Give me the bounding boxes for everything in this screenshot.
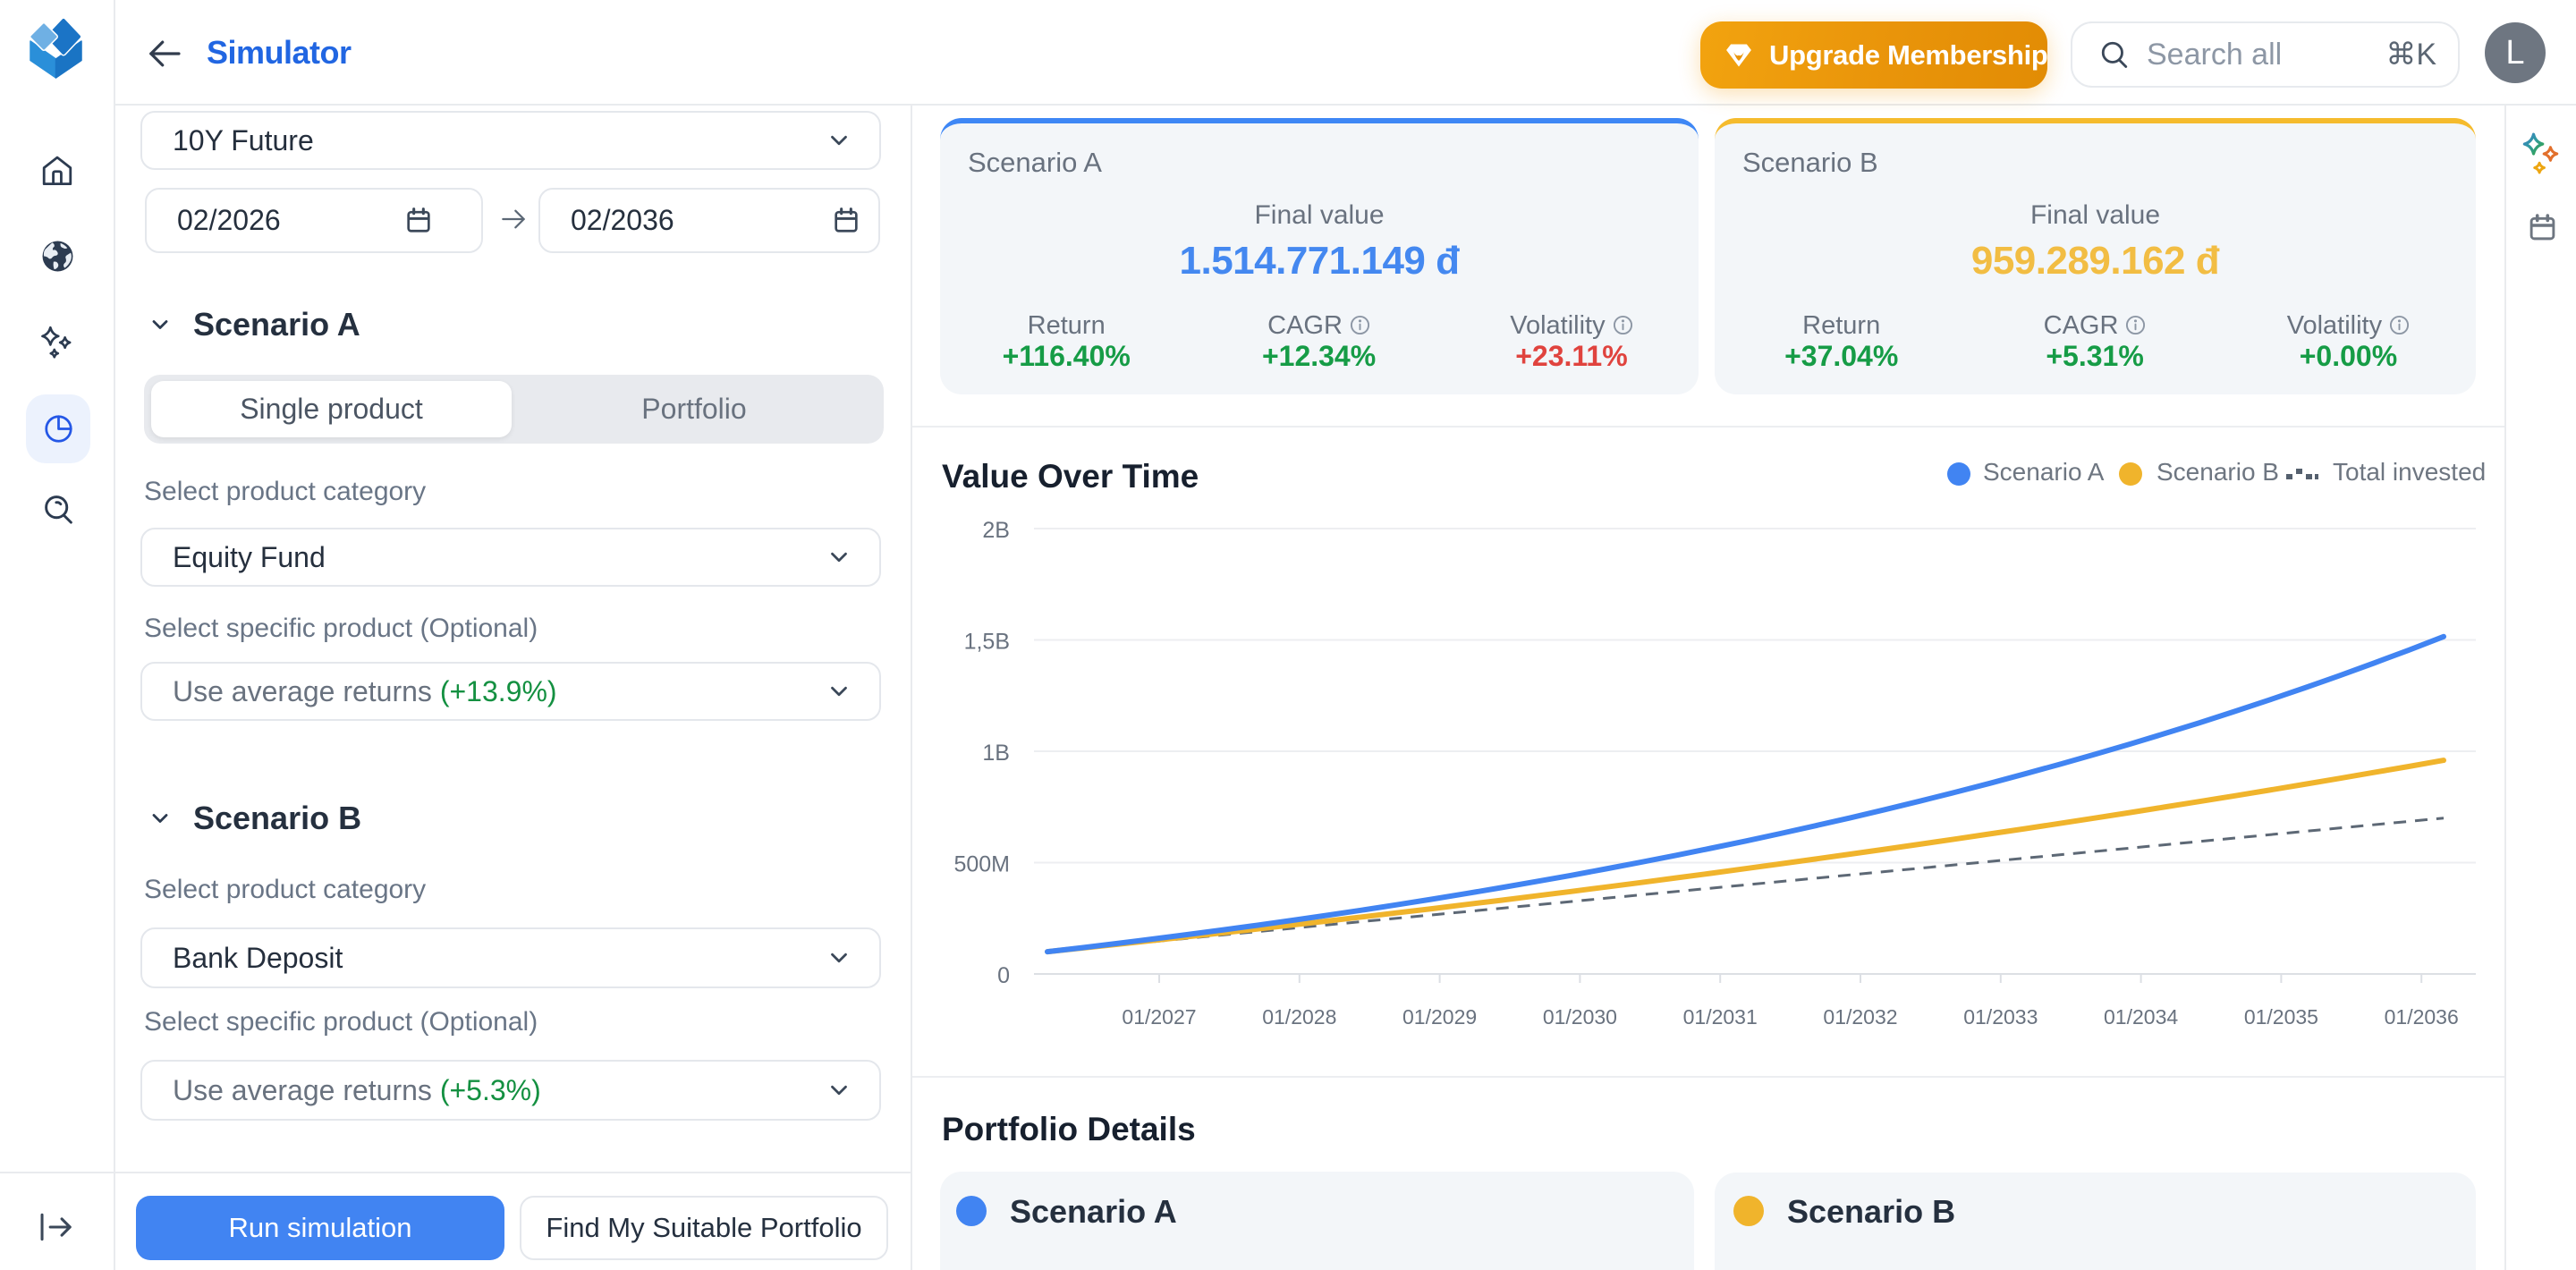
svg-text:1B: 1B — [982, 741, 1010, 766]
svg-text:01/2032: 01/2032 — [1823, 1005, 1897, 1029]
svg-text:01/2034: 01/2034 — [2104, 1005, 2178, 1029]
svg-text:01/2033: 01/2033 — [1963, 1005, 2038, 1029]
svg-text:500M: 500M — [953, 852, 1010, 877]
svg-text:1,5B: 1,5B — [964, 630, 1010, 655]
svg-text:01/2031: 01/2031 — [1683, 1005, 1758, 1029]
svg-text:01/2027: 01/2027 — [1122, 1005, 1196, 1029]
svg-text:2B: 2B — [982, 518, 1010, 543]
svg-text:01/2035: 01/2035 — [2244, 1005, 2318, 1029]
svg-text:01/2028: 01/2028 — [1262, 1005, 1336, 1029]
svg-text:01/2029: 01/2029 — [1402, 1005, 1477, 1029]
svg-text:01/2036: 01/2036 — [2385, 1005, 2459, 1029]
svg-text:01/2030: 01/2030 — [1543, 1005, 1617, 1029]
svg-text:0: 0 — [997, 963, 1010, 988]
